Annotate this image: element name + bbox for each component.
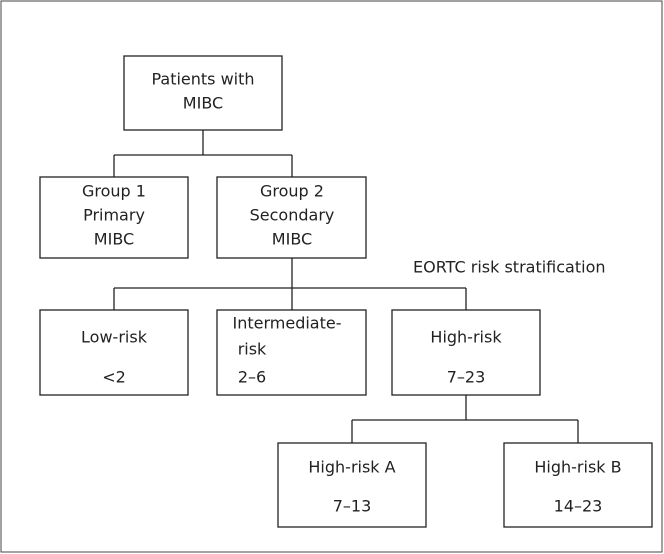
node-text: High-risk A	[308, 458, 395, 477]
connectors	[113, 130, 579, 443]
node-text: MIBC	[272, 230, 312, 249]
node-box	[503, 442, 653, 528]
node-text: <2	[102, 368, 126, 387]
node-text: High-risk	[430, 328, 502, 347]
node-text: Group 2	[260, 182, 324, 201]
node-text: MIBC	[183, 94, 223, 113]
node-box	[216, 309, 367, 396]
node-text: risk	[238, 340, 267, 359]
node-box	[277, 442, 427, 528]
node-box	[39, 309, 189, 396]
node-text: 7–23	[447, 368, 486, 387]
node-text: Primary	[83, 206, 145, 225]
node-text: 14–23	[554, 497, 603, 516]
node-text: Group 1	[82, 182, 146, 201]
node-box	[123, 55, 283, 131]
node-box	[39, 176, 189, 259]
node-text: MIBC	[94, 230, 134, 249]
annotation: EORTC risk stratification	[413, 258, 606, 277]
node-text: Patients with	[151, 70, 254, 89]
node-text: Secondary	[250, 206, 335, 225]
node-box	[391, 309, 541, 396]
node-text: 7–13	[333, 497, 372, 516]
node-text: High-risk B	[534, 458, 621, 477]
node-text: Low-risk	[81, 328, 148, 347]
node-box	[216, 176, 367, 259]
node-text: Intermediate-	[233, 314, 342, 333]
node-text: 2–6	[238, 368, 266, 387]
